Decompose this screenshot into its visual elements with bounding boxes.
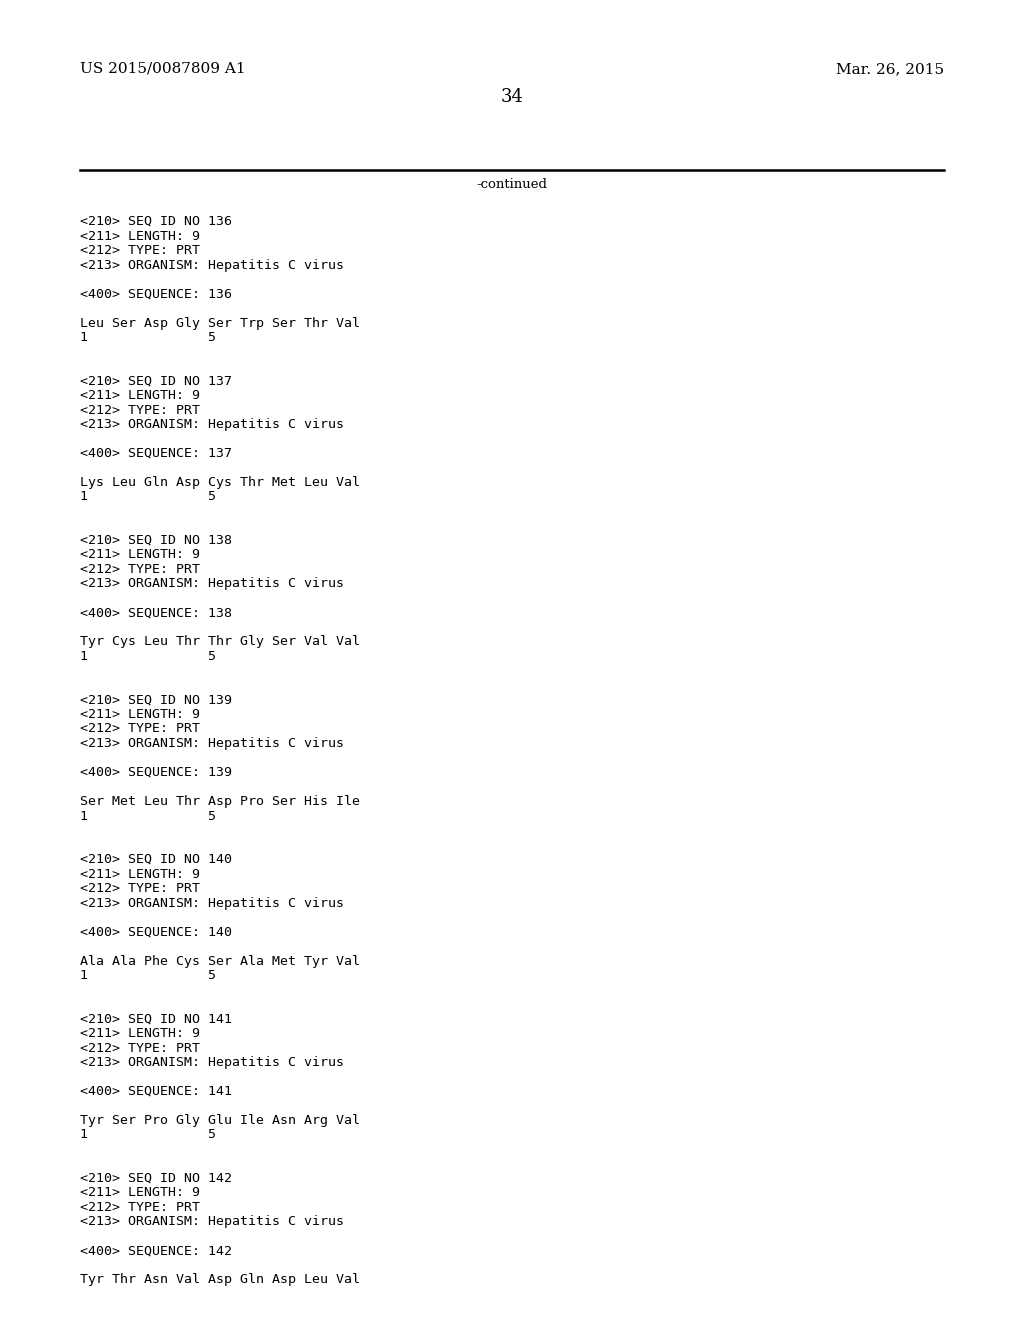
Text: <213> ORGANISM: Hepatitis C virus: <213> ORGANISM: Hepatitis C virus — [80, 259, 344, 272]
Text: <210> SEQ ID NO 137: <210> SEQ ID NO 137 — [80, 375, 232, 388]
Text: Mar. 26, 2015: Mar. 26, 2015 — [836, 62, 944, 77]
Text: 1               5: 1 5 — [80, 969, 216, 982]
Text: <211> LENGTH: 9: <211> LENGTH: 9 — [80, 708, 200, 721]
Text: <400> SEQUENCE: 140: <400> SEQUENCE: 140 — [80, 925, 232, 939]
Text: Tyr Thr Asn Val Asp Gln Asp Leu Val: Tyr Thr Asn Val Asp Gln Asp Leu Val — [80, 1274, 360, 1287]
Text: US 2015/0087809 A1: US 2015/0087809 A1 — [80, 62, 246, 77]
Text: <212> TYPE: PRT: <212> TYPE: PRT — [80, 404, 200, 417]
Text: <211> LENGTH: 9: <211> LENGTH: 9 — [80, 867, 200, 880]
Text: <213> ORGANISM: Hepatitis C virus: <213> ORGANISM: Hepatitis C virus — [80, 737, 344, 750]
Text: <213> ORGANISM: Hepatitis C virus: <213> ORGANISM: Hepatitis C virus — [80, 1056, 344, 1069]
Text: <400> SEQUENCE: 137: <400> SEQUENCE: 137 — [80, 447, 232, 459]
Text: <211> LENGTH: 9: <211> LENGTH: 9 — [80, 1187, 200, 1200]
Text: 34: 34 — [501, 88, 523, 106]
Text: 1               5: 1 5 — [80, 809, 216, 822]
Text: 1               5: 1 5 — [80, 649, 216, 663]
Text: <213> ORGANISM: Hepatitis C virus: <213> ORGANISM: Hepatitis C virus — [80, 1216, 344, 1229]
Text: <400> SEQUENCE: 138: <400> SEQUENCE: 138 — [80, 606, 232, 619]
Text: Ser Met Leu Thr Asp Pro Ser His Ile: Ser Met Leu Thr Asp Pro Ser His Ile — [80, 795, 360, 808]
Text: <400> SEQUENCE: 139: <400> SEQUENCE: 139 — [80, 766, 232, 779]
Text: <211> LENGTH: 9: <211> LENGTH: 9 — [80, 549, 200, 561]
Text: -continued: -continued — [476, 178, 548, 191]
Text: <212> TYPE: PRT: <212> TYPE: PRT — [80, 1041, 200, 1055]
Text: <212> TYPE: PRT: <212> TYPE: PRT — [80, 882, 200, 895]
Text: Ala Ala Phe Cys Ser Ala Met Tyr Val: Ala Ala Phe Cys Ser Ala Met Tyr Val — [80, 954, 360, 968]
Text: <212> TYPE: PRT: <212> TYPE: PRT — [80, 564, 200, 576]
Text: <213> ORGANISM: Hepatitis C virus: <213> ORGANISM: Hepatitis C virus — [80, 578, 344, 590]
Text: <213> ORGANISM: Hepatitis C virus: <213> ORGANISM: Hepatitis C virus — [80, 418, 344, 432]
Text: <400> SEQUENCE: 142: <400> SEQUENCE: 142 — [80, 1245, 232, 1258]
Text: 1               5: 1 5 — [80, 1129, 216, 1142]
Text: Leu Ser Asp Gly Ser Trp Ser Thr Val: Leu Ser Asp Gly Ser Trp Ser Thr Val — [80, 317, 360, 330]
Text: <210> SEQ ID NO 139: <210> SEQ ID NO 139 — [80, 693, 232, 706]
Text: <213> ORGANISM: Hepatitis C virus: <213> ORGANISM: Hepatitis C virus — [80, 896, 344, 909]
Text: <400> SEQUENCE: 136: <400> SEQUENCE: 136 — [80, 288, 232, 301]
Text: 1               5: 1 5 — [80, 491, 216, 503]
Text: <210> SEQ ID NO 138: <210> SEQ ID NO 138 — [80, 535, 232, 546]
Text: <210> SEQ ID NO 142: <210> SEQ ID NO 142 — [80, 1172, 232, 1185]
Text: <210> SEQ ID NO 136: <210> SEQ ID NO 136 — [80, 215, 232, 228]
Text: <211> LENGTH: 9: <211> LENGTH: 9 — [80, 389, 200, 403]
Text: <211> LENGTH: 9: <211> LENGTH: 9 — [80, 230, 200, 243]
Text: 1               5: 1 5 — [80, 331, 216, 345]
Text: <212> TYPE: PRT: <212> TYPE: PRT — [80, 1201, 200, 1214]
Text: <212> TYPE: PRT: <212> TYPE: PRT — [80, 722, 200, 735]
Text: <212> TYPE: PRT: <212> TYPE: PRT — [80, 244, 200, 257]
Text: <210> SEQ ID NO 141: <210> SEQ ID NO 141 — [80, 1012, 232, 1026]
Text: Lys Leu Gln Asp Cys Thr Met Leu Val: Lys Leu Gln Asp Cys Thr Met Leu Val — [80, 477, 360, 488]
Text: Tyr Cys Leu Thr Thr Gly Ser Val Val: Tyr Cys Leu Thr Thr Gly Ser Val Val — [80, 635, 360, 648]
Text: <210> SEQ ID NO 140: <210> SEQ ID NO 140 — [80, 853, 232, 866]
Text: <400> SEQUENCE: 141: <400> SEQUENCE: 141 — [80, 1085, 232, 1098]
Text: <211> LENGTH: 9: <211> LENGTH: 9 — [80, 1027, 200, 1040]
Text: Tyr Ser Pro Gly Glu Ile Asn Arg Val: Tyr Ser Pro Gly Glu Ile Asn Arg Val — [80, 1114, 360, 1127]
